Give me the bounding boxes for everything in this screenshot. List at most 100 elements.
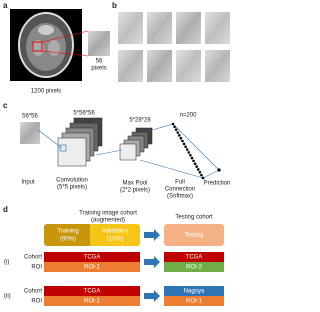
neuron bbox=[192, 159, 195, 163]
neuron bbox=[185, 148, 189, 151]
arrow bbox=[144, 256, 160, 268]
bar-label: ROI-1 bbox=[186, 299, 203, 305]
neuron bbox=[182, 142, 186, 146]
neuron bbox=[201, 176, 205, 180]
bar-label: Nagoya bbox=[184, 289, 205, 295]
zoom-label: 56 bbox=[96, 59, 103, 65]
conv-layers bbox=[37, 117, 153, 167]
roi-bar bbox=[164, 262, 224, 272]
header: (augmented) bbox=[91, 218, 125, 224]
filter bbox=[59, 144, 67, 152]
row-label: Cohort bbox=[24, 255, 42, 261]
size-label: n=200 bbox=[180, 113, 198, 119]
neuron bbox=[196, 168, 200, 171]
neuron bbox=[181, 139, 184, 143]
row-label: ROI bbox=[31, 265, 42, 271]
patch bbox=[118, 12, 143, 44]
header: Testing cohort bbox=[175, 215, 213, 221]
zoom-line bbox=[41, 30, 89, 43]
box-label: (10%) bbox=[107, 237, 123, 243]
patch bbox=[147, 12, 172, 44]
link bbox=[172, 123, 220, 171]
header: Training image cohort bbox=[79, 211, 137, 217]
box-label: Training bbox=[57, 229, 78, 235]
cohort-rows: (i) Cohort ROI TCGA ROI-1 TCGA ROI-2 (ii) Cohort… bbox=[4, 252, 224, 306]
pool-layer bbox=[119, 143, 137, 161]
conv-layer bbox=[57, 137, 87, 167]
stage-label: (Softmax) bbox=[167, 194, 193, 200]
panel-label: c bbox=[3, 101, 8, 110]
neuron bbox=[200, 173, 203, 177]
full-connection bbox=[139, 122, 221, 180]
patch bbox=[205, 12, 230, 44]
neuron bbox=[178, 134, 181, 137]
panel-label: b bbox=[112, 1, 117, 10]
row-label: ROI bbox=[31, 299, 42, 305]
figure: a 56 pixels 1200 pixels b c 56*56 5*56*5… bbox=[3, 1, 231, 306]
patch bbox=[176, 50, 201, 82]
patch bbox=[118, 50, 143, 82]
size-label: 56*56 bbox=[22, 114, 38, 120]
link bbox=[37, 129, 63, 149]
patch bbox=[147, 50, 172, 82]
arrow bbox=[144, 229, 160, 241]
roi-bar bbox=[44, 296, 140, 306]
stage-label: (2*2 pixels) bbox=[120, 188, 150, 194]
zoom-label: pixels bbox=[91, 66, 106, 72]
stage-label: Convolution bbox=[56, 178, 88, 184]
panel-label: a bbox=[3, 1, 8, 10]
neuron bbox=[176, 131, 180, 134]
neuron bbox=[189, 153, 192, 157]
neuron bbox=[179, 136, 183, 140]
link bbox=[202, 169, 220, 179]
neuron bbox=[184, 145, 187, 149]
stage-label: Input bbox=[21, 180, 35, 186]
stage-label: (5*5 pixels) bbox=[57, 185, 87, 191]
cohort-bar bbox=[164, 286, 224, 296]
stage-label: Max Pool bbox=[122, 181, 147, 187]
row-id: (ii) bbox=[4, 294, 11, 300]
link bbox=[139, 159, 204, 179]
neuron bbox=[195, 165, 198, 168]
bar-label: TCGA bbox=[84, 255, 101, 261]
cohort-bar bbox=[164, 252, 224, 262]
stage-label: Prediction bbox=[204, 181, 231, 187]
bar-label: TCGA bbox=[186, 255, 203, 261]
patch bbox=[176, 12, 201, 44]
size-label: 5*56*56 bbox=[73, 111, 95, 117]
zoom-patch bbox=[88, 31, 110, 56]
training-box bbox=[44, 224, 92, 246]
arrow bbox=[144, 290, 160, 302]
box-label: Testing bbox=[184, 233, 203, 239]
cohort-bar bbox=[44, 252, 140, 262]
roi-bar bbox=[164, 296, 224, 306]
stage-label: Connection bbox=[165, 187, 195, 193]
neuron bbox=[174, 128, 178, 131]
link bbox=[151, 123, 174, 131]
box-label: (90%) bbox=[60, 237, 76, 243]
patch bbox=[205, 50, 230, 82]
bar-label: TCGA bbox=[84, 289, 101, 295]
row-label: Cohort bbox=[24, 289, 42, 295]
box-label: Validation bbox=[102, 229, 128, 235]
neuron bbox=[193, 162, 197, 166]
bar-label: ROI-2 bbox=[186, 265, 203, 271]
patch-grid bbox=[118, 12, 230, 82]
row-id: (i) bbox=[4, 260, 9, 266]
zoom-line bbox=[41, 50, 89, 57]
size-label: 5*28*28 bbox=[129, 118, 151, 124]
cohort-bar bbox=[44, 286, 140, 296]
bar-label: ROI-1 bbox=[84, 265, 101, 271]
link bbox=[95, 149, 123, 156]
neuron bbox=[187, 151, 191, 154]
stage-label: Full bbox=[175, 180, 185, 186]
output bbox=[217, 168, 221, 172]
neuron bbox=[173, 125, 176, 129]
neuron bbox=[190, 156, 194, 160]
image-label: 1200 pixels bbox=[31, 89, 61, 95]
testing-box bbox=[164, 224, 224, 246]
panel-label: d bbox=[3, 205, 8, 214]
validation-box bbox=[90, 224, 140, 246]
input-patch bbox=[20, 122, 40, 144]
roi-bar bbox=[44, 262, 140, 272]
